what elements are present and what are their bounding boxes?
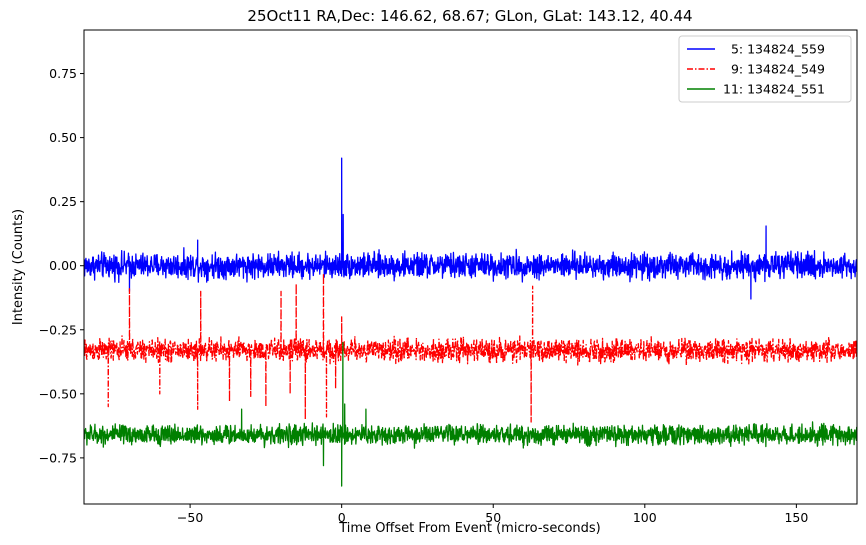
plot-area-frame [83,29,858,505]
legend-label: 11: 134824_551 [723,82,825,97]
y-tick-label: 0.50 [49,130,77,145]
series-line [84,272,857,423]
x-tick-label: 100 [633,510,657,525]
y-tick-label: −0.50 [39,386,77,401]
y-axis-label: Intensity (Counts) [11,209,26,325]
legend-label: 9: 134824_549 [723,62,825,77]
x-tick-label: 50 [485,510,501,525]
legend-box [678,35,852,103]
y-tick-label: 0.25 [49,194,77,209]
y-tick-label: −0.25 [39,322,77,337]
legend: 5: 134824_559 9: 134824_549 11: 134824_55… [678,35,852,103]
y-tick-label: 0.75 [49,66,77,81]
chart-title: 25Oct11 RA,Dec: 146.62, 68.67; GLon, GLa… [247,7,692,25]
series-line [84,157,857,300]
x-axis: −50 0 50 100 150 [177,504,808,525]
y-axis: −0.75 −0.50 −0.25 0.00 0.25 0.50 0.75 [39,66,84,465]
x-tick-label: 150 [784,510,808,525]
legend-label: 5: 134824_559 [723,42,825,57]
x-tick-label: 0 [338,510,346,525]
y-tick-label: 0.00 [49,258,77,273]
series-line [84,341,857,487]
x-axis-label: Time Offset From Event (micro-seconds) [338,521,601,536]
y-tick-label: −0.75 [39,450,77,465]
x-tick-label: −50 [177,510,203,525]
series-layer [84,157,857,487]
